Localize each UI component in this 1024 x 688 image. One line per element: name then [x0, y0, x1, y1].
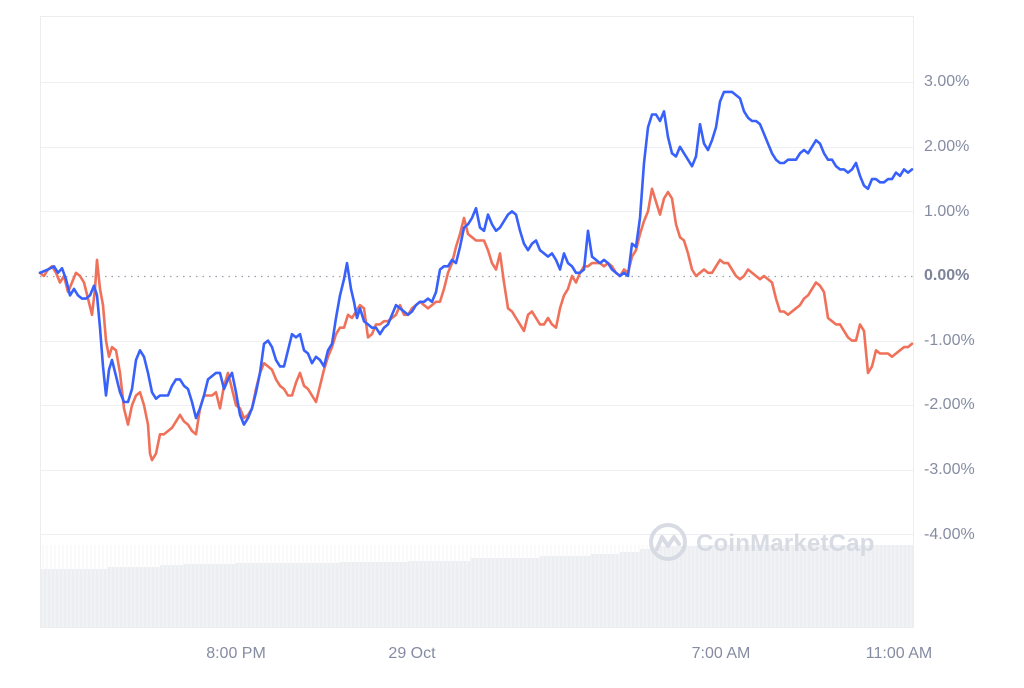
x-tick-label: 11:00 AM — [865, 645, 933, 662]
x-tick-label: 29 Oct — [388, 645, 436, 662]
orange-series-line — [38, 187, 914, 462]
volume-bars — [40, 545, 913, 627]
gridlines — [40, 82, 913, 535]
watermark-text: CoinMarketCap — [696, 530, 875, 557]
y-tick-label: 1.00% — [924, 203, 970, 220]
x-tick-label: 8:00 PM — [206, 645, 266, 662]
coinmarketcap-logo-icon — [648, 522, 688, 567]
watermark: CoinMarketCap — [648, 522, 875, 566]
plot-frame — [40, 16, 914, 628]
x-tick-label: 7:00 AM — [691, 645, 751, 662]
y-tick-label: -3.00% — [924, 461, 975, 478]
series-lines — [38, 90, 914, 462]
y-tick-label: -4.00% — [924, 526, 975, 543]
blue-series-line — [38, 90, 914, 426]
y-tick-label: -2.00% — [924, 396, 975, 413]
y-tick-label: 3.00% — [924, 73, 970, 90]
y-tick-label: 2.00% — [924, 138, 970, 155]
y-tick-label-zero: 0.00% — [924, 267, 970, 284]
y-tick-label: -1.00% — [924, 332, 975, 349]
